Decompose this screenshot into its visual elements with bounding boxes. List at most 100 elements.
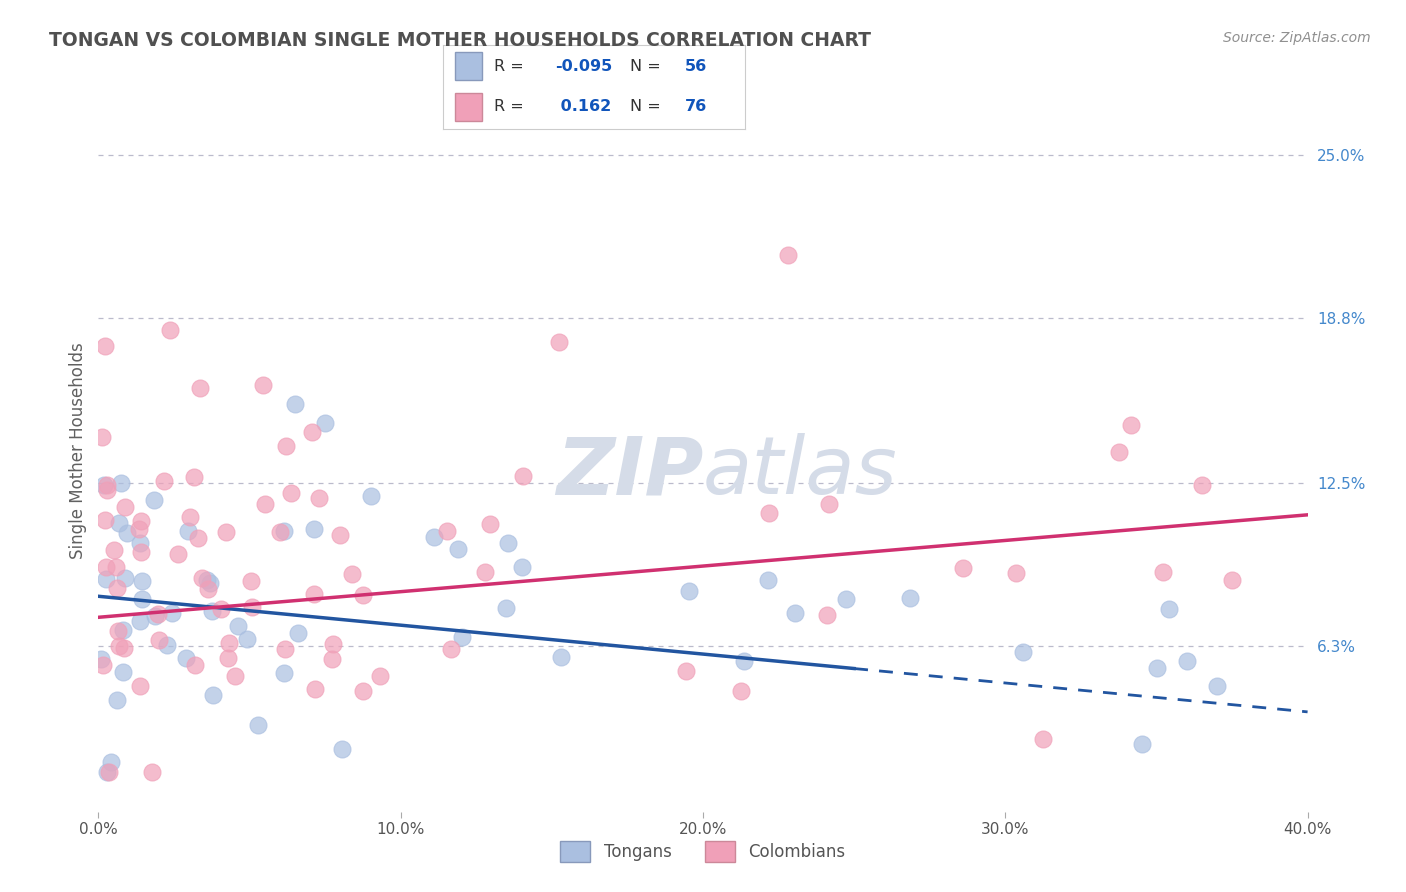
Point <box>254 497 277 511</box>
Point <box>218 636 240 650</box>
Point <box>108 639 131 653</box>
Point <box>94 572 117 586</box>
Point <box>129 535 152 549</box>
Point <box>90 651 112 665</box>
Point <box>195 573 218 587</box>
Point <box>496 536 519 550</box>
Point <box>1146 661 1168 675</box>
Point <box>287 626 309 640</box>
Text: -0.095: -0.095 <box>555 59 612 74</box>
Point <box>273 666 295 681</box>
Point <box>276 439 298 453</box>
Point <box>1220 574 1243 588</box>
Point <box>129 514 152 528</box>
Text: R =: R = <box>495 99 524 114</box>
Point <box>730 684 752 698</box>
Point <box>226 619 249 633</box>
Point <box>129 614 152 628</box>
Point <box>447 542 470 557</box>
Point <box>783 607 806 621</box>
Point <box>451 630 474 644</box>
Point <box>114 571 136 585</box>
Point <box>423 530 446 544</box>
Point <box>835 591 858 606</box>
Point <box>117 526 139 541</box>
Point <box>329 527 352 541</box>
Point <box>321 652 343 666</box>
Point <box>128 523 150 537</box>
Point <box>1121 418 1143 433</box>
Point <box>274 642 297 657</box>
Point <box>548 335 571 350</box>
Point <box>246 718 269 732</box>
Point <box>776 248 799 262</box>
Point <box>1205 679 1227 693</box>
Point <box>818 497 841 511</box>
Text: 0.162: 0.162 <box>555 99 612 114</box>
Point <box>156 638 179 652</box>
Point <box>678 583 700 598</box>
Point <box>1152 565 1174 579</box>
Point <box>177 524 200 538</box>
Point <box>111 624 134 638</box>
Point <box>94 339 117 353</box>
Point <box>340 566 363 581</box>
Y-axis label: Single Mother Households: Single Mother Households <box>69 343 87 558</box>
Point <box>141 765 163 780</box>
Point <box>153 474 176 488</box>
Point <box>183 470 205 484</box>
Point <box>215 524 238 539</box>
Point <box>105 581 128 595</box>
Point <box>733 654 755 668</box>
Point <box>94 560 117 574</box>
Point <box>817 608 839 623</box>
Point <box>495 600 517 615</box>
Point <box>440 642 463 657</box>
Point <box>148 632 170 647</box>
Point <box>131 574 153 588</box>
Point <box>1108 445 1130 459</box>
Point <box>236 632 259 646</box>
Point <box>142 493 165 508</box>
Point <box>675 664 697 678</box>
Point <box>187 531 209 545</box>
Point <box>360 489 382 503</box>
Point <box>304 523 326 537</box>
Point <box>352 588 374 602</box>
Point <box>188 381 211 395</box>
Point <box>103 543 125 558</box>
Point <box>191 571 214 585</box>
Point <box>108 516 131 530</box>
Point <box>1175 653 1198 667</box>
Point <box>900 591 922 605</box>
Point <box>91 430 114 444</box>
Point <box>301 425 323 439</box>
Point <box>104 559 127 574</box>
Point <box>1159 602 1181 616</box>
Point <box>550 650 572 665</box>
Legend: Tongans, Colombians: Tongans, Colombians <box>554 835 852 869</box>
Point <box>240 574 263 588</box>
Point <box>112 640 135 655</box>
Point <box>330 742 353 756</box>
Point <box>436 524 458 539</box>
Point <box>148 607 170 621</box>
Text: 56: 56 <box>685 59 707 74</box>
Point <box>198 575 221 590</box>
Point <box>110 476 132 491</box>
Point <box>314 416 336 430</box>
Point <box>302 587 325 601</box>
Point <box>129 545 152 559</box>
Point <box>200 604 222 618</box>
Point <box>96 478 118 492</box>
Point <box>91 657 114 672</box>
Point <box>93 478 115 492</box>
Point <box>1011 645 1033 659</box>
Point <box>252 377 274 392</box>
Point <box>131 592 153 607</box>
Point <box>758 506 780 520</box>
Point <box>1130 737 1153 751</box>
Text: TONGAN VS COLOMBIAN SINGLE MOTHER HOUSEHOLDS CORRELATION CHART: TONGAN VS COLOMBIAN SINGLE MOTHER HOUSEH… <box>49 31 872 50</box>
Point <box>184 657 207 672</box>
Point <box>201 688 224 702</box>
